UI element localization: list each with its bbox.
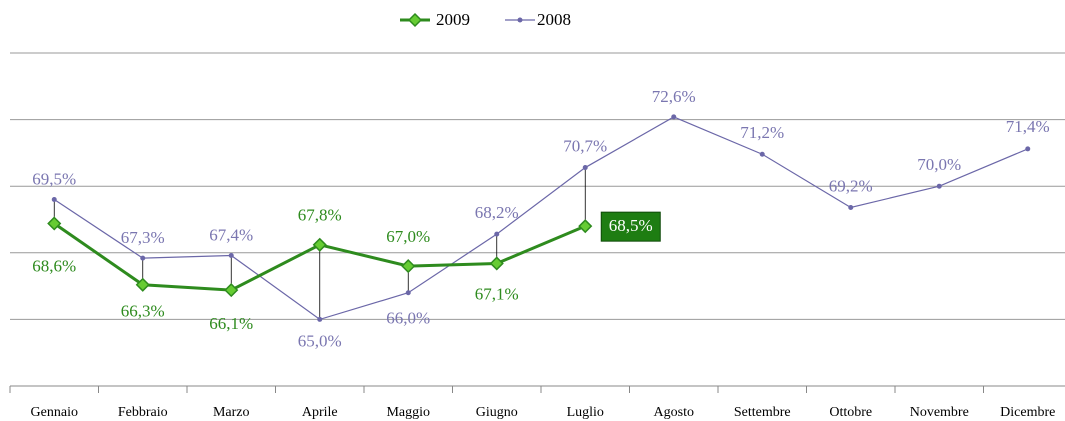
marker bbox=[671, 114, 677, 120]
marker bbox=[51, 197, 57, 203]
marker bbox=[140, 255, 146, 261]
x-tick-label: Settembre bbox=[734, 405, 791, 420]
marker bbox=[47, 216, 62, 231]
data-label: 67,8% bbox=[298, 206, 342, 225]
data-label: 65,0% bbox=[298, 331, 342, 350]
marker bbox=[578, 219, 593, 234]
data-label: 66,0% bbox=[386, 309, 430, 328]
x-tick-label: Marzo bbox=[213, 405, 250, 420]
x-tick-label: Aprile bbox=[302, 405, 338, 420]
label-box bbox=[600, 211, 661, 242]
legend-label: 2008 bbox=[537, 10, 571, 29]
marker bbox=[494, 231, 500, 237]
marker bbox=[582, 165, 588, 171]
x-tick-label: Ottobre bbox=[829, 405, 872, 420]
marker bbox=[224, 283, 239, 298]
data-label: 67,4% bbox=[209, 225, 253, 244]
marker bbox=[135, 277, 150, 292]
data-label: 71,2% bbox=[740, 123, 784, 142]
x-tick-label: Dicembre bbox=[1000, 405, 1055, 420]
data-label: 66,3% bbox=[121, 302, 165, 321]
data-label: 67,1% bbox=[475, 284, 519, 303]
data-label: 68,6% bbox=[32, 256, 76, 275]
data-label: 68,5% bbox=[609, 216, 653, 235]
legend-label: 2009 bbox=[436, 10, 470, 29]
marker bbox=[759, 151, 765, 157]
marker bbox=[228, 252, 234, 258]
marker bbox=[312, 237, 327, 252]
data-label: 66,1% bbox=[209, 314, 253, 333]
data-label: 69,5% bbox=[32, 169, 76, 188]
marker bbox=[401, 259, 416, 274]
x-tick-label: Maggio bbox=[386, 405, 430, 420]
marker bbox=[489, 256, 504, 271]
data-label: 70,0% bbox=[917, 155, 961, 174]
data-label: 67,0% bbox=[386, 227, 430, 246]
marker bbox=[1025, 146, 1031, 152]
x-tick-label: Agosto bbox=[654, 405, 694, 420]
data-label: 68,2% bbox=[475, 203, 519, 222]
series-line bbox=[53, 116, 1028, 321]
data-label: 70,7% bbox=[563, 136, 607, 155]
data-label: 71,4% bbox=[1006, 117, 1050, 136]
x-tick-label: Giugno bbox=[476, 405, 518, 420]
data-label: 72,6% bbox=[652, 87, 696, 106]
legend-marker bbox=[517, 17, 523, 23]
data-label: 67,3% bbox=[121, 228, 165, 247]
marker bbox=[848, 205, 854, 211]
x-tick-label: Febbraio bbox=[118, 405, 168, 420]
legend-marker bbox=[407, 12, 423, 28]
marker bbox=[317, 316, 323, 322]
data-label: 69,2% bbox=[829, 176, 873, 195]
x-tick-label: Luglio bbox=[567, 405, 604, 420]
x-tick-label: Novembre bbox=[910, 405, 969, 420]
x-tick-label: Gennaio bbox=[31, 405, 78, 420]
marker bbox=[405, 290, 411, 296]
marker bbox=[936, 183, 942, 189]
